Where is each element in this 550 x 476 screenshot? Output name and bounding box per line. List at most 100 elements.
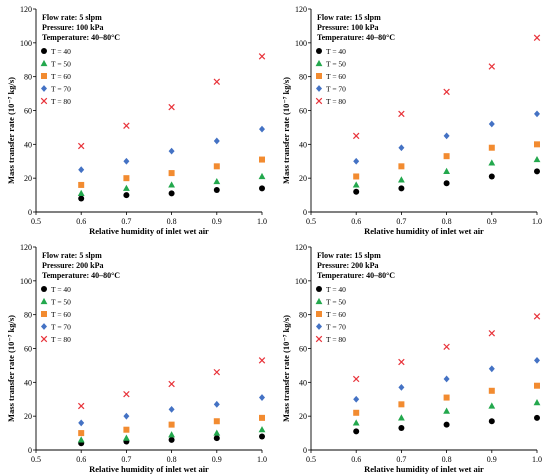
data-point [168,181,175,188]
y-tick-label: 20 [299,412,307,421]
x-tick-label: 0.7 [396,455,406,464]
x-tick-label: 0.6 [76,217,86,226]
legend-label: T = 50 [51,60,71,69]
data-point [534,382,540,389]
legend-marker [316,48,322,54]
y-tick-label: 0 [28,446,32,455]
legend-label: T = 50 [51,298,71,307]
x-tick-label: 0.8 [442,455,452,464]
data-point [443,88,450,96]
legend-marker [315,97,323,105]
data-point [533,34,541,41]
legend-label: T = 40 [326,47,346,56]
data-point [78,166,85,174]
x-axis-title: Relative humidity of inlet wet air [364,226,484,236]
data-point [534,356,540,364]
data-point [353,157,360,165]
legend-label: T = 40 [51,47,71,56]
chart-panel-bottom-right: 0 20 40 60 80 100 120 0.5 0.6 0.7 0.8 0.9 1.0 Relativ… [275,238,550,476]
legend-label: T = 80 [326,97,346,106]
x-tick-label: 1.0 [257,455,267,464]
legend-label: T = 70 [51,85,71,94]
data-point [353,409,360,416]
legend-marker [316,85,322,92]
data-point [352,419,360,426]
condition-label: Pressure: 200 kPa [42,261,103,270]
data-point [168,436,175,443]
data-point [259,433,265,440]
x-tick-label: 0.9 [212,217,222,226]
data-point [398,425,405,432]
y-tick-label: 80 [24,73,32,82]
data-point [258,426,266,433]
condition-label: Temperature: 40–80°C [42,271,120,280]
condition-label: Pressure: 200 kPa [317,261,378,270]
data-point [78,181,85,188]
data-point [533,313,541,320]
y-tick-label: 60 [24,107,32,116]
data-point [259,394,265,401]
data-point [78,419,85,427]
x-tick-label: 0.8 [167,455,177,464]
x-tick-label: 0.5 [31,217,41,226]
data-point [77,436,85,443]
x-tick-label: 0.6 [351,455,361,464]
data-point [78,430,85,437]
data-point [168,380,175,388]
data-point [123,192,130,199]
data-point [168,406,175,413]
x-tick-label: 0.7 [121,455,131,464]
condition-label: Flow rate: 5 slpm [42,13,102,22]
data-point [398,144,405,152]
y-tick-label: 100 [20,277,32,286]
data-point [213,78,221,85]
legend-marker [315,297,323,305]
data-point [213,435,220,442]
data-point [533,155,541,163]
scatter-chart: 0 20 40 60 80 100 120 0.5 0.6 0.7 0.8 0.9 1.0 Relativ… [6,5,267,236]
condition-label: Flow rate: 15 slpm [317,13,381,22]
data-point [123,122,130,129]
scatter-chart: 0 20 40 60 80 100 120 0.5 0.6 0.7 0.8 0.9 1.0 Relativ… [281,243,542,474]
chart-panel-top-left: 0 20 40 60 80 100 120 0.5 0.6 0.7 0.8 0.9 1.0 Relativ… [0,0,275,238]
data-point [352,375,360,383]
chart-panel-top-right: 0 20 40 60 80 100 120 0.5 0.6 0.7 0.8 0.9 1.0 Relativ… [275,0,550,238]
y-tick-label: 120 [295,5,307,14]
y-tick-label: 40 [299,378,307,387]
legend-label: T = 60 [51,72,71,81]
data-point [77,189,85,196]
data-point [168,190,175,197]
data-point [123,390,130,398]
legend-marker [316,286,322,292]
data-point [398,163,405,170]
x-tick-label: 0.5 [306,455,316,464]
y-tick-label: 80 [24,311,32,320]
data-point [353,428,360,435]
legend-marker [316,323,322,330]
legend-label: T = 80 [326,335,346,344]
data-point [488,159,496,166]
legend-label: T = 50 [326,298,346,307]
y-tick-label: 20 [299,174,307,183]
y-axis-title: Mass transfer rate (10⁻⁷ kg/s) [6,315,16,422]
y-tick-label: 120 [20,243,32,252]
x-tick-label: 1.0 [257,217,267,226]
data-point [213,137,220,145]
legend-marker [41,85,47,92]
data-point [398,401,405,408]
condition-label: Temperature: 40–80°C [42,33,120,42]
legend-label: T = 70 [326,85,346,94]
data-point [123,412,130,420]
x-tick-label: 0.9 [487,455,497,464]
legend-marker [41,323,47,330]
data-point [352,181,360,188]
y-tick-label: 40 [24,378,32,387]
data-point [78,195,85,202]
y-tick-label: 60 [299,107,307,116]
data-point [77,402,85,410]
legend-label: T = 80 [51,335,71,344]
data-point [168,421,175,428]
data-point [168,431,175,438]
data-point [259,125,265,133]
x-tick-label: 0.9 [487,217,497,226]
